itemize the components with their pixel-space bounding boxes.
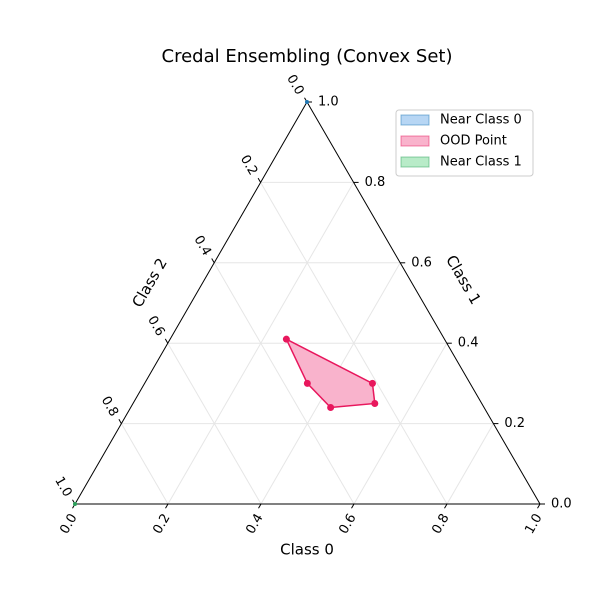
tick-label: 1.0 bbox=[51, 474, 74, 499]
tick-label: 0.2 bbox=[150, 511, 173, 536]
convex-hull bbox=[284, 337, 376, 409]
tick-label: 0.2 bbox=[504, 416, 525, 431]
legend: Near Class 0 OOD Point Near Class 1 bbox=[395, 109, 534, 177]
axis-label: Class 1 bbox=[442, 252, 484, 308]
legend-swatch bbox=[400, 135, 430, 147]
legend-swatch bbox=[400, 114, 430, 126]
tick-label: 0.2 bbox=[237, 153, 260, 178]
legend-swatch bbox=[400, 156, 430, 168]
tick-label: 0.6 bbox=[144, 313, 167, 338]
tick-mark bbox=[164, 338, 169, 344]
tick-mark bbox=[258, 503, 262, 509]
grid-line bbox=[167, 342, 262, 505]
point bbox=[305, 100, 309, 104]
grid-line bbox=[213, 262, 355, 505]
tick-label: 0.4 bbox=[458, 336, 479, 351]
tick-label: 1.0 bbox=[318, 95, 339, 110]
triangle-frame bbox=[74, 101, 541, 505]
tick-mark bbox=[257, 177, 262, 183]
tick-label: 0.8 bbox=[98, 394, 121, 419]
tick-label: 0.8 bbox=[365, 175, 386, 190]
tick-label: 0.4 bbox=[243, 511, 266, 536]
tick-mark bbox=[351, 503, 355, 509]
tick-mark bbox=[165, 503, 169, 509]
legend-label: Near Class 1 bbox=[440, 155, 522, 170]
tick-mark bbox=[118, 419, 122, 424]
grid-line bbox=[120, 423, 169, 505]
legend-label: Near Class 0 bbox=[440, 113, 522, 128]
grid-line bbox=[260, 182, 448, 505]
legend-label: OOD Point bbox=[440, 134, 507, 149]
tick-label: 0.6 bbox=[411, 255, 432, 270]
tick-label: 0.0 bbox=[57, 511, 80, 536]
grid-line bbox=[446, 423, 494, 505]
point bbox=[327, 404, 335, 412]
point bbox=[368, 379, 376, 387]
axis-label: Class 0 bbox=[280, 541, 334, 559]
point bbox=[303, 379, 311, 387]
tick-label: 0.0 bbox=[283, 72, 306, 97]
tick-label: 0.8 bbox=[429, 511, 452, 536]
axis-label: Class 2 bbox=[128, 255, 170, 311]
point bbox=[282, 335, 290, 343]
legend-frame bbox=[395, 109, 534, 177]
tick-label: 0.0 bbox=[551, 497, 572, 512]
tick-mark bbox=[444, 503, 448, 509]
tick-label: 0.4 bbox=[191, 233, 214, 258]
tick-label: 0.6 bbox=[336, 511, 359, 536]
tick-mark bbox=[537, 503, 541, 509]
tick-mark bbox=[211, 258, 215, 264]
point bbox=[73, 502, 77, 506]
point bbox=[371, 400, 379, 407]
chart-title: Credal Ensembling (Convex Set) bbox=[162, 46, 453, 67]
tick-label: 1.0 bbox=[522, 511, 545, 536]
